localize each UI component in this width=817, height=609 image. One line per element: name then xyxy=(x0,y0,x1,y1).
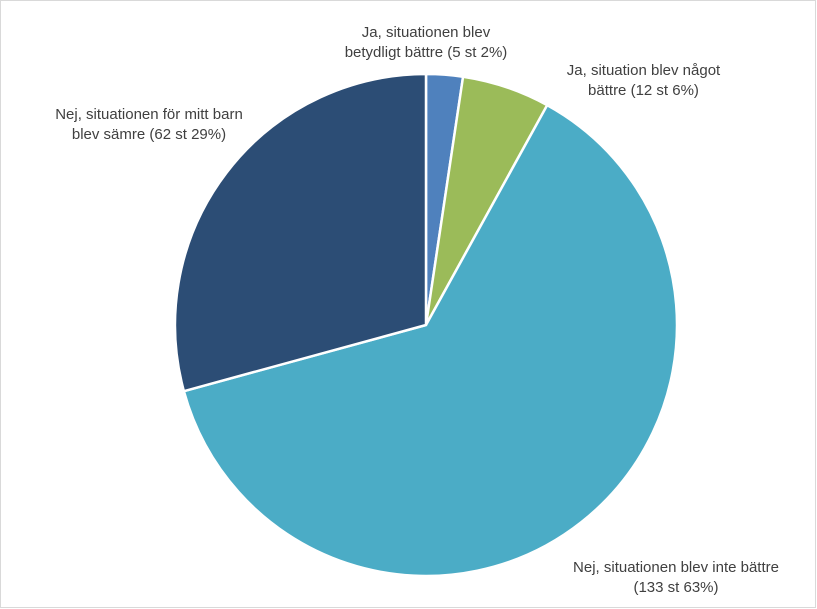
label-line: bättre (12 st 6%) xyxy=(588,82,699,99)
label-line: Ja, situation blev något xyxy=(566,62,721,79)
label-line: betydligt bättre (5 st 2%) xyxy=(344,44,508,61)
slice-label-somewhat-better: Ja, situation blev något bättre (12 st 6… xyxy=(526,61,761,101)
slice-label-not-better: Nej, situationen blev inte bättre (133 s… xyxy=(536,558,816,598)
label-line: Nej, situationen för mitt barn xyxy=(55,106,243,123)
slice-label-worse: Nej, situationen för mitt barn blev sämr… xyxy=(23,105,275,145)
label-line: Nej, situationen blev inte bättre xyxy=(573,559,779,576)
label-line: blev sämre (62 st 29%) xyxy=(71,126,227,143)
label-line: Ja, situationen blev xyxy=(361,24,491,41)
label-line: (133 st 63%) xyxy=(633,579,719,596)
slice-label-significantly-better: Ja, situationen blev betydligt bättre (5… xyxy=(301,23,551,63)
slice-worse xyxy=(173,72,428,393)
slice-not-better xyxy=(182,103,679,578)
